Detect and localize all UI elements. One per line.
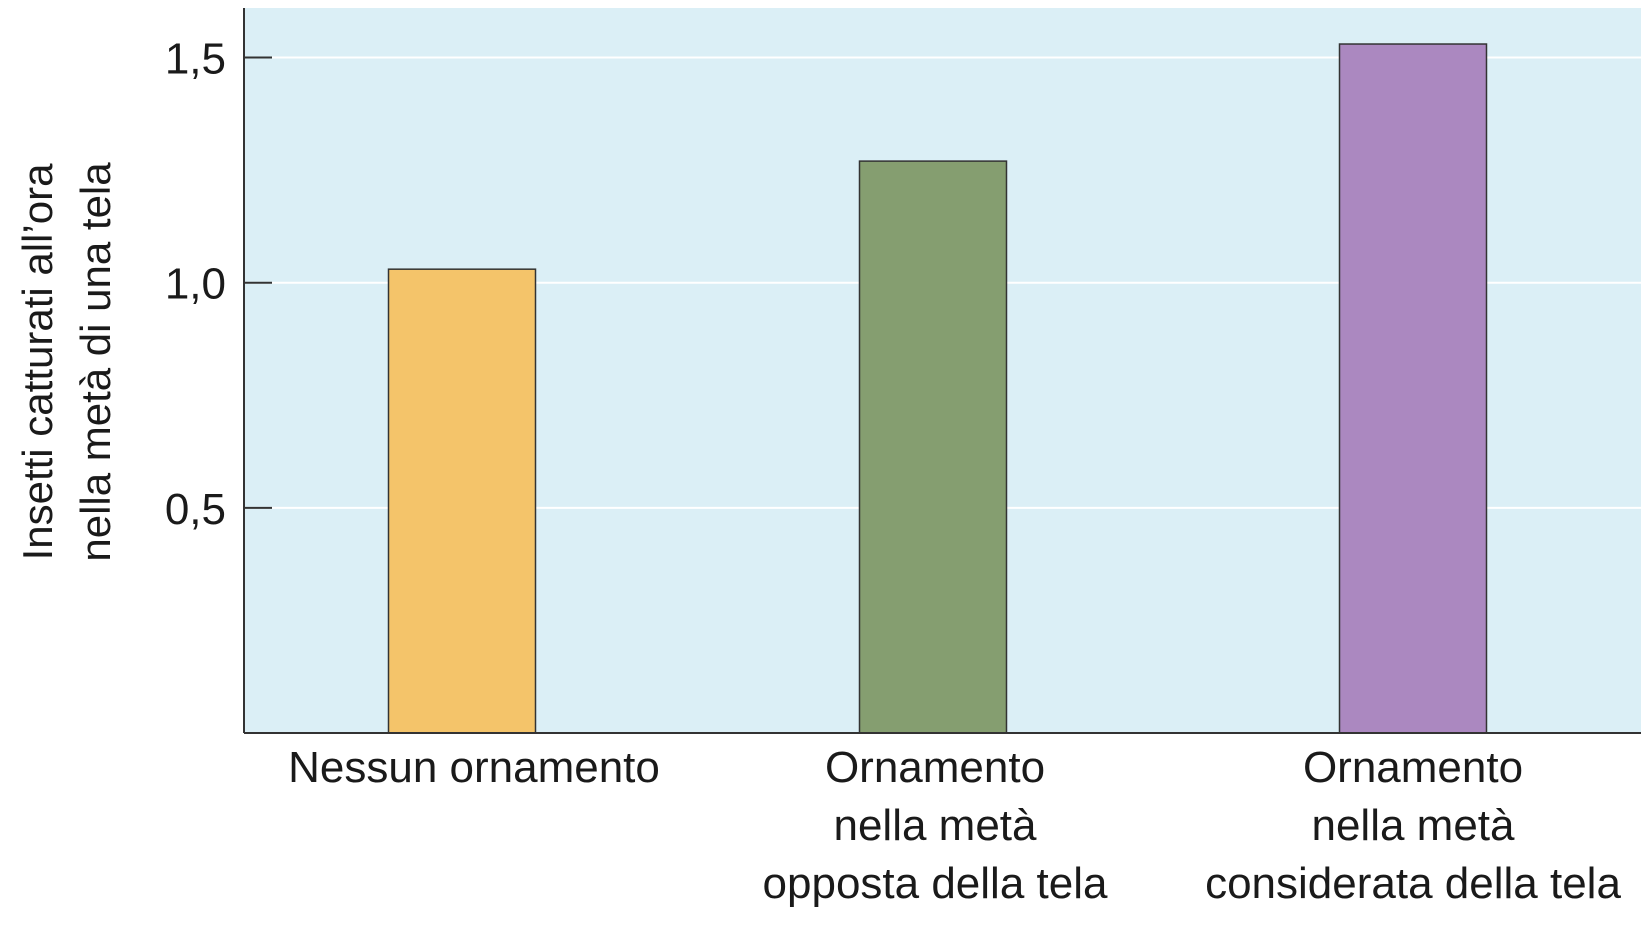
x-category-label: opposta della tela: [763, 859, 1108, 908]
y-axis-title: nella metà di una tela: [72, 162, 119, 562]
y-tick-label: 1,0: [165, 260, 226, 309]
y-axis-title: Insetti catturati all’ora: [14, 163, 61, 560]
x-category-label: Ornamento: [825, 743, 1045, 792]
bar: [858, 160, 1008, 734]
x-category-label: nella metà: [1311, 801, 1515, 850]
x-category-label: Ornamento: [1303, 743, 1523, 792]
y-tick-label: 1,5: [165, 35, 226, 84]
y-tick-label: 0,5: [165, 485, 226, 534]
x-category-label: considerata della tela: [1205, 859, 1621, 908]
bar: [1338, 43, 1488, 734]
x-category-label: nella metà: [833, 801, 1037, 850]
bar: [387, 268, 537, 734]
x-category-label: Nessun ornamento: [288, 743, 660, 792]
